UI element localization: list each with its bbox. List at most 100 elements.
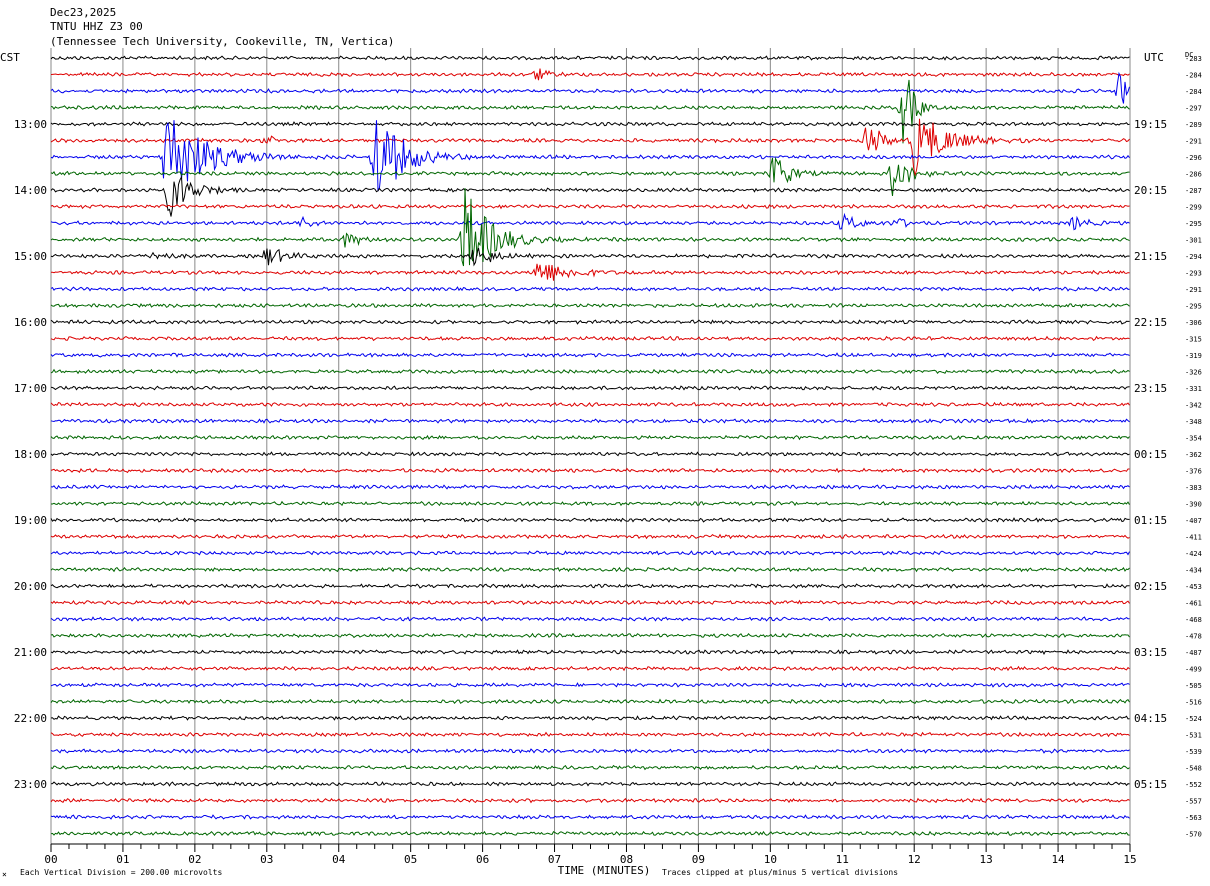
dc-offset-label: -478 [1185, 633, 1202, 641]
dc-offset-label: -505 [1185, 682, 1202, 690]
dc-offset-label: -453 [1185, 583, 1202, 591]
dc-offset-label: -548 [1185, 765, 1202, 773]
dc-offset-label: -293 [1185, 270, 1202, 278]
trace-line [50, 156, 1130, 196]
trace-line [50, 385, 1130, 391]
dc-offset-label: -284 [1185, 72, 1202, 80]
dc-offset-label: -295 [1185, 303, 1202, 311]
dc-offset-label: -487 [1185, 649, 1202, 657]
dc-offset-label: -383 [1185, 484, 1202, 492]
left-hour-label: 13:00 [14, 118, 47, 131]
x-tick-label: 04 [332, 853, 346, 866]
dc-offset-label: -407 [1185, 517, 1202, 525]
x-tick-label: 01 [116, 853, 129, 866]
dc-offset-label: -424 [1185, 550, 1202, 558]
trace-line [50, 649, 1130, 655]
trace-line [50, 120, 1130, 192]
trace-line [50, 55, 1130, 61]
x-tick-label: 09 [692, 853, 705, 866]
trace-line [50, 781, 1130, 787]
trace-line [50, 599, 1130, 606]
header: Dec23,2025 TNTU HHZ Z3 00 (Tennessee Tec… [0, 6, 1193, 64]
location-label: (Tennessee Tech University, Cookeville, … [50, 35, 394, 48]
left-hour-label: 17:00 [14, 382, 47, 395]
trace-line [50, 698, 1130, 705]
x-axis-title: TIME (MINUTES) [558, 864, 651, 877]
trace-line [50, 121, 1130, 127]
x-tick-label: 02 [188, 853, 201, 866]
right-hour-label: 21:15 [1134, 250, 1167, 263]
trace-line [50, 319, 1130, 325]
seismic-traces [50, 55, 1130, 837]
dc-offset-label: -291 [1185, 138, 1202, 146]
dc-offset-label: -552 [1185, 781, 1202, 789]
trace-line [50, 335, 1130, 342]
left-hour-labels: 13:00 14:00 15:00 16:00 17:00 18:00 19:00 20:00… [14, 118, 47, 791]
dc-offset-label: -468 [1185, 616, 1202, 624]
trace-line [50, 212, 1130, 231]
right-hour-label: 00:15 [1134, 448, 1167, 461]
dc-offset-label: -570 [1185, 831, 1202, 839]
trace-line [50, 484, 1130, 490]
dc-offset-label: -301 [1185, 237, 1202, 245]
x-tick-label: 10 [764, 853, 777, 866]
dc-offset-label: -563 [1185, 814, 1202, 822]
dc-offset-label: -461 [1185, 600, 1202, 608]
dc-offset-label: -326 [1185, 369, 1202, 377]
dc-offset-labels: -283 -284 -284 -297 -289 -291 -296 -286 -287 -299… [1185, 55, 1202, 839]
left-hour-label: 21:00 [14, 646, 47, 659]
dc-offset-label: -390 [1185, 501, 1202, 509]
dc-offset-label: -297 [1185, 105, 1202, 113]
trace-line [50, 401, 1130, 408]
dc-offset-label: -531 [1185, 732, 1202, 740]
trace-line [50, 71, 1130, 104]
dc-offset-label: -342 [1185, 402, 1202, 410]
trace-line [50, 451, 1130, 457]
dc-offset-label: -287 [1185, 187, 1202, 195]
left-hour-label: 22:00 [14, 712, 47, 725]
trace-line [50, 731, 1130, 738]
left-hour-label: 14:00 [14, 184, 47, 197]
x-tick-label: 12 [908, 853, 921, 866]
scale-note: Each Vertical Division = 200.00 microvol… [20, 868, 222, 877]
trace-line [50, 715, 1130, 721]
trace-line [50, 286, 1130, 292]
trace-line [50, 797, 1130, 804]
trace-line [50, 748, 1130, 754]
dc-offset-label: -295 [1185, 220, 1202, 228]
right-hour-label: 19:15 [1134, 118, 1167, 131]
dc-header-label: DC [1185, 51, 1193, 59]
x-tick-label: 08 [620, 853, 633, 866]
trace-line [50, 682, 1130, 688]
trace-line [50, 79, 1130, 144]
trace-line [50, 368, 1130, 375]
left-hour-label: 16:00 [14, 316, 47, 329]
dc-offset-label: -294 [1185, 253, 1202, 261]
left-hour-label: 20:00 [14, 580, 47, 593]
trace-line [50, 247, 1130, 267]
trace-line [50, 764, 1130, 771]
right-timezone-label: UTC [1144, 51, 1164, 64]
date-label: Dec23,2025 [50, 6, 116, 19]
dc-offset-label: -284 [1185, 88, 1202, 96]
dc-offset-label: -319 [1185, 352, 1202, 360]
x-tick-label: 05 [404, 853, 417, 866]
dc-offset-label: -315 [1185, 336, 1202, 344]
trace-line [50, 632, 1130, 639]
dc-offset-label: -331 [1185, 385, 1202, 393]
station-label: TNTU HHZ Z3 00 [50, 20, 143, 33]
footer: ⨯ Each Vertical Division = 200.00 microv… [2, 868, 898, 879]
right-hour-label: 04:15 [1134, 712, 1167, 725]
trace-line [50, 665, 1130, 672]
clip-note: Traces clipped at plus/minus 5 vertical … [662, 868, 898, 877]
dc-offset-label: -283 [1185, 55, 1202, 63]
dc-offset-label: -524 [1185, 715, 1202, 723]
dc-offset-label: -499 [1185, 666, 1202, 674]
x-tick-label: 06 [476, 853, 489, 866]
right-hour-label: 23:15 [1134, 382, 1167, 395]
right-hour-label: 22:15 [1134, 316, 1167, 329]
trace-line [50, 467, 1130, 474]
minute-gridlines [50, 48, 1131, 844]
x-tick-label: 00 [44, 853, 57, 866]
